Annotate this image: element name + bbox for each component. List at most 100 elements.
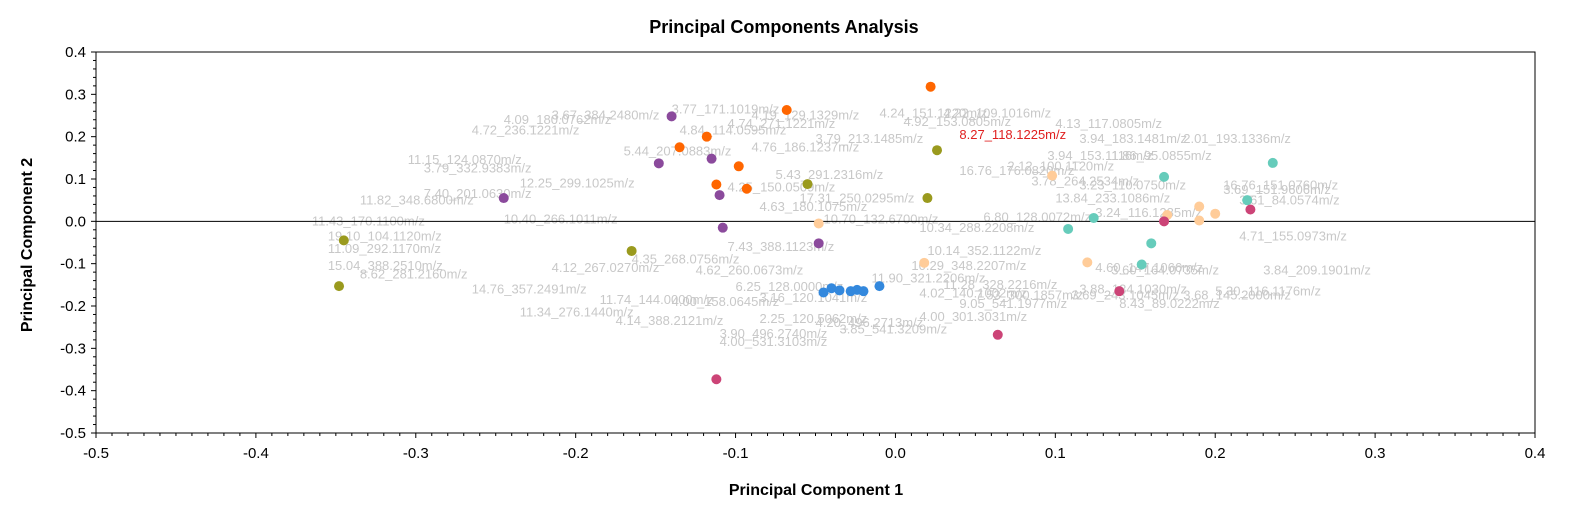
score-point[interactable] xyxy=(717,222,728,233)
score-point[interactable] xyxy=(711,374,722,385)
score-point[interactable] xyxy=(874,281,885,292)
score-point[interactable] xyxy=(932,145,943,156)
y-tick-label: -0.3 xyxy=(60,340,86,357)
score-point[interactable] xyxy=(834,285,845,296)
loading-label: 17.31_250.0295m/z xyxy=(800,190,915,205)
score-point[interactable] xyxy=(919,257,930,268)
loading-label: 3.90_496.2740m/z xyxy=(720,326,828,341)
score-point[interactable] xyxy=(666,111,677,122)
score-point[interactable] xyxy=(922,193,933,204)
loading-label: 3.69_243.1045m/z xyxy=(1071,288,1179,303)
loading-label: 4.00_158.0645m/z xyxy=(672,294,780,309)
loading-label: 3.24_116.1285m/z xyxy=(1095,205,1202,220)
y-tick-label: 0.3 xyxy=(65,86,86,103)
loading-label: 4.76_186.1237m/z xyxy=(752,139,860,154)
score-point[interactable] xyxy=(1082,257,1093,268)
score-point[interactable] xyxy=(1194,215,1205,226)
score-point[interactable] xyxy=(733,161,744,172)
loading-label: 4.72_236.1221m/z xyxy=(472,123,580,138)
x-tick-label: -0.5 xyxy=(83,445,109,462)
loading-label: 4.02_140.1002m/z xyxy=(919,286,1027,301)
loading-label: 3.78_264.2534m/z xyxy=(1031,173,1139,188)
loading-label: 10.40_266.1011m/z xyxy=(504,211,618,226)
y-tick-label: 0.0 xyxy=(65,213,86,230)
score-point[interactable] xyxy=(802,179,813,190)
x-tick-label: -0.3 xyxy=(403,445,429,462)
score-point[interactable] xyxy=(334,281,345,292)
x-tick-label: -0.1 xyxy=(723,445,749,462)
score-point[interactable] xyxy=(1242,195,1253,206)
score-point[interactable] xyxy=(711,179,722,190)
score-point[interactable] xyxy=(498,193,509,204)
score-point[interactable] xyxy=(925,81,936,92)
loading-label: 4.22_109.1016m/z xyxy=(943,106,1051,121)
loading-label: 6.80_128.0072m/z xyxy=(983,209,1091,224)
loading-label: 6.25_128.0000m/z xyxy=(736,279,844,294)
score-point[interactable] xyxy=(1267,157,1278,168)
y-tick-label: 0.2 xyxy=(65,129,86,146)
loading-label: 4.60_147.1066m/z xyxy=(1095,260,1203,275)
score-point[interactable] xyxy=(674,142,685,153)
score-point[interactable] xyxy=(701,131,712,142)
score-point[interactable] xyxy=(1245,204,1256,215)
x-tick-label: -0.4 xyxy=(243,445,269,462)
score-point[interactable] xyxy=(813,238,824,249)
loading-label: 5.43_291.2316m/z xyxy=(776,167,884,182)
score-point[interactable] xyxy=(813,218,824,229)
score-point[interactable] xyxy=(1047,170,1058,181)
loading-label: 3.84_209.1901m/z xyxy=(1263,262,1371,277)
y-tick-label: 0.1 xyxy=(65,171,86,188)
score-point[interactable] xyxy=(858,286,869,297)
loading-label: 4.13_117.0805m/z xyxy=(1055,116,1162,131)
loading-label: 7.43_388.1123m/z xyxy=(728,239,835,254)
score-point[interactable] xyxy=(714,190,725,201)
score-point[interactable] xyxy=(653,158,664,169)
chart-title: Principal Components Analysis xyxy=(649,17,918,37)
loading-label: 10.34_288.2208m/z xyxy=(919,220,1034,235)
loading-label: 19.10_104.1120m/z xyxy=(328,228,442,243)
x-axis-title: Principal Component 1 xyxy=(729,482,903,499)
loading-label: 16.76_176.0820m/z xyxy=(959,163,1074,178)
score-point[interactable] xyxy=(741,183,752,194)
score-point[interactable] xyxy=(992,329,1003,340)
score-point[interactable] xyxy=(1114,286,1125,297)
loading-labels-layer: 3.67_384.2480m/z 3.77_171.1019m/z4.19_129… xyxy=(312,101,1371,349)
loading-label: 4.63_180.1075m/z xyxy=(760,199,868,214)
score-point[interactable] xyxy=(1063,223,1074,234)
score-point[interactable] xyxy=(1210,208,1221,219)
score-point[interactable] xyxy=(706,153,717,164)
loading-label: 4.74_271.1221m/z xyxy=(728,116,836,131)
loading-label: 15.04_388.2510m/z xyxy=(328,258,443,273)
loading-label: 4.09_180.0762m/z xyxy=(504,112,612,127)
score-point[interactable] xyxy=(1159,216,1170,227)
score-point[interactable] xyxy=(781,104,792,115)
loading-label: 3.61_84.0574m/z xyxy=(1239,192,1339,207)
score-point[interactable] xyxy=(1136,259,1147,270)
loading-label: 3.68_145.2000m/z xyxy=(1183,288,1291,303)
x-tick-label: 0.0 xyxy=(885,445,906,462)
loading-label: 11.28_328.2216m/z xyxy=(943,277,1057,292)
loading-label: 11.34_276.1440m/z xyxy=(520,305,634,320)
score-point[interactable] xyxy=(1146,238,1157,249)
loading-label: 3.85_541.3209m/z xyxy=(839,322,947,337)
loading-label: 3.23_110.0750m/z xyxy=(1079,178,1186,193)
loading-label: 12.25_299.1025m/z xyxy=(520,175,635,190)
loading-label: 10.14_352.1122m/z xyxy=(927,243,1041,258)
score-point[interactable] xyxy=(818,287,829,298)
score-point[interactable] xyxy=(1194,201,1205,212)
score-point[interactable] xyxy=(826,283,837,294)
loading-label: 4.19_129.1329m/z xyxy=(752,108,860,123)
loading-label: 11.15_124.0870m/z xyxy=(408,152,522,167)
score-point[interactable] xyxy=(1088,212,1099,223)
loading-label: 16.76_151.0760m/z xyxy=(1223,178,1338,193)
score-point[interactable] xyxy=(338,235,349,246)
score-point[interactable] xyxy=(1159,171,1170,182)
loading-label: 4.84_114.0595m/z xyxy=(680,123,787,138)
axes-layer: -0.5 -0.4 -0.3 -0.2 -0.1 0.0 0.1 0.2 0.3 0.4 0.4 0.… xyxy=(60,44,1545,462)
highlighted-loading-label[interactable]: 8.27_118.1225m/z xyxy=(959,127,1066,142)
loading-label: 4.00_531.3103m/z xyxy=(720,334,828,349)
loading-label: 11.74_144.0000m/z xyxy=(600,292,714,307)
y-tick-label: -0.1 xyxy=(60,256,86,273)
score-point[interactable] xyxy=(626,245,637,256)
